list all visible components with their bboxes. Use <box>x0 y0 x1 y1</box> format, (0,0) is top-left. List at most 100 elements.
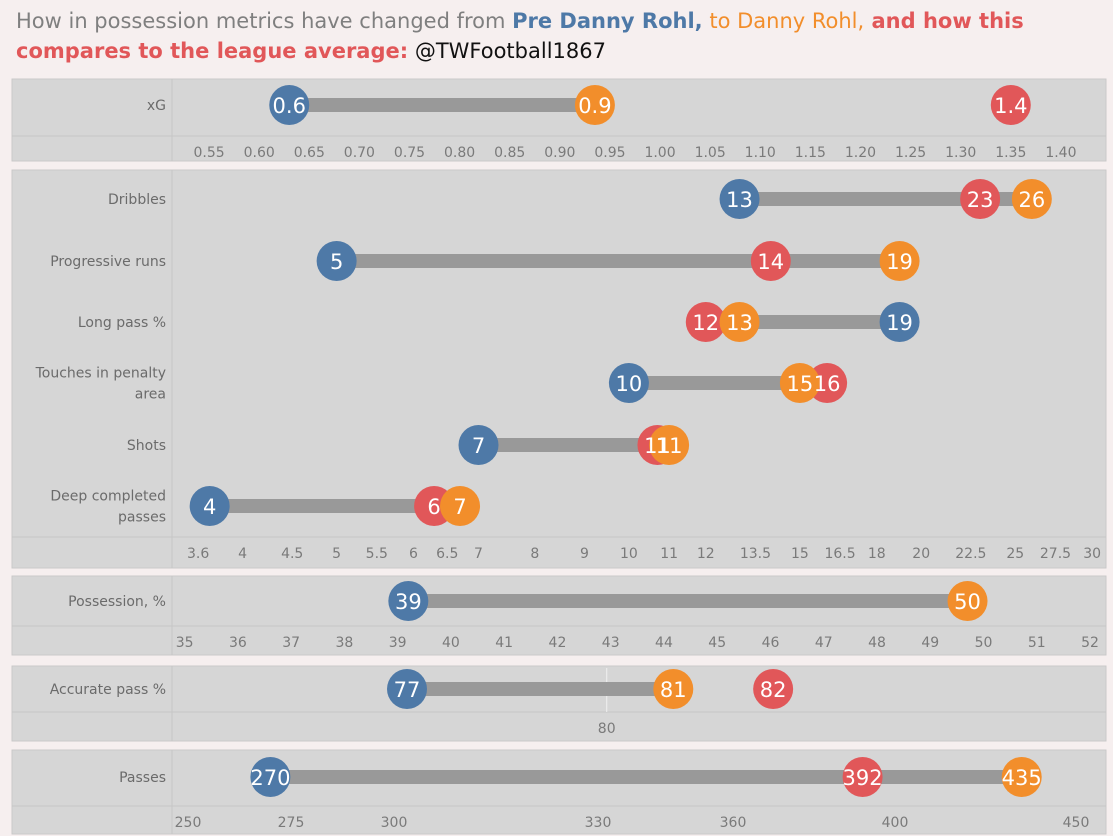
dot-danny-rohl <box>879 241 920 281</box>
tick-label: 43 <box>602 635 620 651</box>
dot-label-pre-rohl: 13 <box>726 188 753 212</box>
dot-league-average <box>750 241 791 281</box>
row-progressive-runs: Progressive runs 5 14 19 <box>50 241 920 281</box>
row-accurate-pass: Accurate pass % 77 82 81 <box>50 669 794 709</box>
tick-label: 10 <box>620 546 638 562</box>
dot-pre-rohl <box>458 425 499 465</box>
dot-label-pre-rohl: 0.6 <box>273 94 306 118</box>
tick-label: 400 <box>882 815 909 831</box>
dot-danny-rohl <box>574 85 615 125</box>
tick-label: 0.60 <box>244 145 275 161</box>
row-label: xG <box>147 98 166 114</box>
panel-background <box>11 665 1107 742</box>
tick-label: 41 <box>495 635 513 651</box>
dot-label-danny-rohl: 15 <box>787 372 814 396</box>
tick-label: 52 <box>1081 635 1099 651</box>
dot-pre-rohl <box>719 179 760 219</box>
tick-label: 80 <box>598 721 616 737</box>
row-label: Long pass % <box>78 315 166 331</box>
tick-label: 45 <box>708 635 726 651</box>
title-pre-rohl: Pre Danny Rohl, <box>512 9 703 33</box>
tick-label: 40 <box>442 635 460 651</box>
dot-label-pre-rohl: 39 <box>395 590 422 614</box>
dot-danny-rohl <box>1001 757 1042 797</box>
title-rohl: to Danny Rohl, <box>702 9 865 33</box>
tick-label: 27.5 <box>1040 546 1071 562</box>
tick-label: 46 <box>762 635 780 651</box>
dot-label-league-average: 82 <box>760 678 787 702</box>
dot-danny-rohl <box>649 425 690 465</box>
tick-label: 0.75 <box>394 145 425 161</box>
dot-label-pre-rohl: 5 <box>330 250 343 274</box>
dot-pre-rohl <box>250 757 291 797</box>
dot-label-pre-rohl: 4 <box>203 495 216 519</box>
tick-label: 1.10 <box>745 145 776 161</box>
tick-label: 0.90 <box>544 145 575 161</box>
tick-label: 1.35 <box>995 145 1026 161</box>
tick-label: 48 <box>868 635 886 651</box>
dot-danny-rohl <box>947 581 988 621</box>
tick-label: 44 <box>655 635 673 651</box>
tick-label: 22.5 <box>955 546 986 562</box>
tick-label: 51 <box>1028 635 1046 651</box>
tick-label: 6 <box>409 546 418 562</box>
dot-label-pre-rohl: 7 <box>472 434 485 458</box>
tick-label: 6.5 <box>436 546 458 562</box>
tick-label: 47 <box>815 635 833 651</box>
dot-label-danny-rohl: 7 <box>453 495 466 519</box>
dot-danny-rohl <box>653 669 694 709</box>
tick-label: 49 <box>921 635 939 651</box>
row-label: Progressive runs <box>50 254 166 270</box>
tick-label: 1.00 <box>644 145 675 161</box>
tick-label: 35 <box>176 635 194 651</box>
tick-label: 360 <box>720 815 747 831</box>
dot-pre-rohl <box>608 363 649 403</box>
dot-danny-rohl <box>779 363 820 403</box>
tick-label: 18 <box>868 546 886 562</box>
tick-label: 0.55 <box>193 145 224 161</box>
row-label: Accurate pass % <box>50 682 166 698</box>
row-label: Shots <box>127 438 166 454</box>
row-passes: Passes 270 392 435 <box>119 757 1042 797</box>
tick-label: 15 <box>791 546 809 562</box>
row-long-pass: Long pass % 19 12 13 <box>78 302 920 342</box>
tick-label: 25 <box>1006 546 1024 562</box>
dot-pre-rohl <box>316 241 357 281</box>
tick-label: 39 <box>389 635 407 651</box>
row-label: Passes <box>119 770 166 786</box>
row-label: Dribbles <box>108 192 166 208</box>
tick-label: 0.65 <box>294 145 325 161</box>
dot-label-league-average: 392 <box>843 766 883 790</box>
tick-label: 38 <box>336 635 354 651</box>
dot-label-danny-rohl: 0.9 <box>578 94 611 118</box>
dot-pre-rohl <box>879 302 920 342</box>
tick-label: 37 <box>282 635 300 651</box>
dot-label-league-average: 12 <box>692 311 719 335</box>
dot-label-danny-rohl: 50 <box>954 590 981 614</box>
tick-label: 9 <box>580 546 589 562</box>
tick-label: 1.40 <box>1045 145 1076 161</box>
tick-label: 20 <box>912 546 930 562</box>
row-possession: Possession, % 39 50 <box>68 581 988 621</box>
panel-3: 35 36 37 38 39 40 41 42 43 44 45 46 47 48 49 50 51 52 Poss… <box>11 575 1107 656</box>
tick-label: 4.5 <box>281 546 303 562</box>
tick-label: 13.5 <box>740 546 771 562</box>
dot-label-pre-rohl: 19 <box>886 311 913 335</box>
tick-label: 0.95 <box>594 145 625 161</box>
dot-league-average <box>960 179 1001 219</box>
dot-danny-rohl <box>719 302 760 342</box>
dot-league-average <box>685 302 726 342</box>
dot-league-average <box>753 669 794 709</box>
row-label: Possession, % <box>68 594 166 610</box>
tick-label: 16.5 <box>824 546 855 562</box>
dot-pre-rohl <box>388 581 429 621</box>
tick-label: 0.80 <box>444 145 475 161</box>
tick-label: 1.30 <box>945 145 976 161</box>
title-handle: @TWFootball1867 <box>408 39 606 63</box>
panel-background <box>11 78 1107 162</box>
panel-background <box>11 749 1107 835</box>
dot-label-pre-rohl: 270 <box>250 766 290 790</box>
tick-label: 1.20 <box>845 145 876 161</box>
